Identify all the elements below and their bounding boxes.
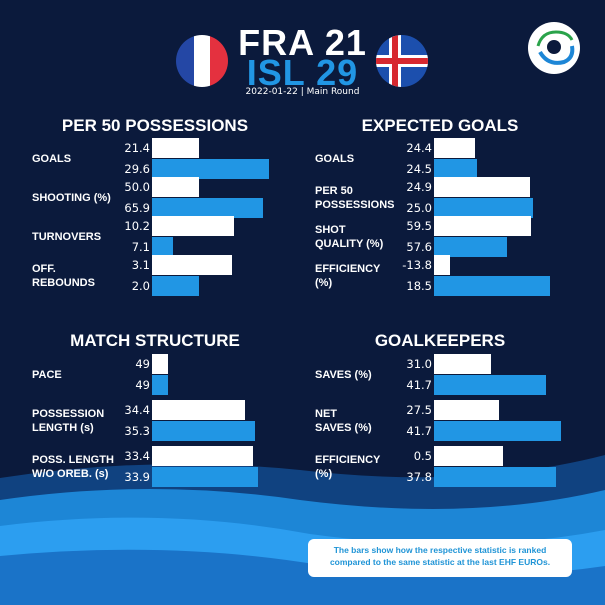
category-label: PER 50 POSSESSIONS bbox=[315, 185, 395, 211]
bar-team1 bbox=[152, 400, 245, 420]
bar-team2 bbox=[434, 375, 546, 395]
bar-team1 bbox=[152, 177, 199, 197]
bar-team2 bbox=[434, 237, 507, 257]
explanation-note: The bars show how the respective statist… bbox=[308, 539, 572, 577]
team1-score: 21 bbox=[324, 22, 367, 63]
bar-team1 bbox=[152, 354, 168, 374]
panel-title: PER 50 POSSESSIONS bbox=[61, 116, 249, 135]
category-label: TURNOVERS bbox=[32, 231, 102, 243]
value-label-team2: 2.0 bbox=[131, 279, 150, 293]
value-label-team2: 24.5 bbox=[406, 162, 432, 176]
value-label-team2: 29.6 bbox=[124, 162, 150, 176]
value-label-team1: 50.0 bbox=[124, 180, 150, 194]
bar-team2 bbox=[152, 421, 255, 441]
category-label: EFFICIENCY (%) bbox=[315, 454, 381, 480]
value-label-team2: 41.7 bbox=[406, 424, 432, 438]
team1-scoreline: FRA 21 bbox=[0, 25, 605, 61]
bar-team1 bbox=[152, 138, 199, 158]
bar-team1 bbox=[152, 255, 232, 275]
team2-score: 29 bbox=[316, 52, 359, 93]
category-label: POSS. LENGTH W/O OREB. (s) bbox=[32, 454, 114, 480]
bar-team2 bbox=[152, 159, 269, 179]
value-label-team1: 31.0 bbox=[406, 357, 432, 371]
value-label-team1: 34.4 bbox=[124, 403, 150, 417]
bar-team2 bbox=[152, 237, 173, 257]
bar-team1 bbox=[434, 446, 503, 466]
category-label: GOALS bbox=[32, 153, 72, 165]
bar-team2 bbox=[434, 198, 533, 218]
category-label: POSSESSION LENGTH (s) bbox=[32, 408, 105, 434]
value-label-team2: 41.7 bbox=[406, 378, 432, 392]
ehf-euro-logo-icon bbox=[528, 22, 580, 74]
value-label-team1: -13.8 bbox=[402, 258, 432, 272]
value-label-team2: 25.0 bbox=[406, 201, 432, 215]
bar-team1 bbox=[152, 446, 253, 466]
value-label-team2: 49 bbox=[135, 378, 150, 392]
date-round: 2022-01-22 | Main Round bbox=[245, 87, 360, 97]
value-label-team2: 35.3 bbox=[124, 424, 150, 438]
bar-team2 bbox=[152, 276, 199, 296]
category-label: PACE bbox=[32, 369, 62, 381]
bar-team1 bbox=[434, 255, 450, 275]
bar-team2 bbox=[152, 467, 258, 487]
value-label-team1: 24.4 bbox=[406, 141, 432, 155]
panel-title: MATCH STRUCTURE bbox=[70, 331, 240, 350]
bar-team2 bbox=[434, 159, 477, 179]
france-flag-icon bbox=[176, 35, 228, 87]
category-label: NET SAVES (%) bbox=[315, 408, 372, 434]
bar-team1 bbox=[434, 177, 530, 197]
value-label-team1: 10.2 bbox=[124, 219, 150, 233]
bar-team2 bbox=[434, 276, 550, 296]
bar-team2 bbox=[152, 375, 168, 395]
value-label-team2: 33.9 bbox=[124, 470, 150, 484]
category-label: EFFICIENCY (%) bbox=[315, 263, 381, 289]
panel-title: EXPECTED GOALS bbox=[361, 116, 519, 135]
bar-team2 bbox=[152, 198, 263, 218]
value-label-team2: 7.1 bbox=[131, 240, 150, 254]
value-label-team1: 24.9 bbox=[406, 180, 432, 194]
value-label-team2: 65.9 bbox=[124, 201, 150, 215]
bar-team1 bbox=[434, 354, 491, 374]
panel-title: GOALKEEPERS bbox=[374, 331, 506, 350]
value-label-team1: 33.4 bbox=[124, 449, 150, 463]
category-label: SAVES (%) bbox=[315, 369, 372, 381]
category-label: OFF. REBOUNDS bbox=[32, 263, 95, 289]
value-label-team1: 3.1 bbox=[131, 258, 150, 272]
value-label-team2: 18.5 bbox=[406, 279, 432, 293]
category-label: SHOOTING (%) bbox=[32, 192, 111, 204]
value-label-team1: 49 bbox=[135, 357, 150, 371]
bar-team2 bbox=[434, 467, 556, 487]
bar-team1 bbox=[434, 138, 475, 158]
bar-team1 bbox=[434, 400, 499, 420]
value-label-team1: 59.5 bbox=[406, 219, 432, 233]
category-label: SHOT QUALITY (%) bbox=[315, 224, 384, 250]
bar-team1 bbox=[152, 216, 234, 236]
team2-name: ISL bbox=[246, 52, 306, 93]
iceland-flag-icon bbox=[376, 35, 428, 87]
team1-name: FRA bbox=[238, 22, 314, 63]
value-label-team1: 0.5 bbox=[413, 449, 432, 463]
value-label-team2: 37.8 bbox=[406, 470, 432, 484]
value-label-team2: 57.6 bbox=[406, 240, 432, 254]
category-label: GOALS bbox=[315, 153, 355, 165]
team2-scoreline: ISL 29 bbox=[0, 55, 605, 91]
bar-team1 bbox=[434, 216, 531, 236]
value-label-team1: 27.5 bbox=[406, 403, 432, 417]
value-label-team1: 21.4 bbox=[124, 141, 150, 155]
bar-team2 bbox=[434, 421, 561, 441]
